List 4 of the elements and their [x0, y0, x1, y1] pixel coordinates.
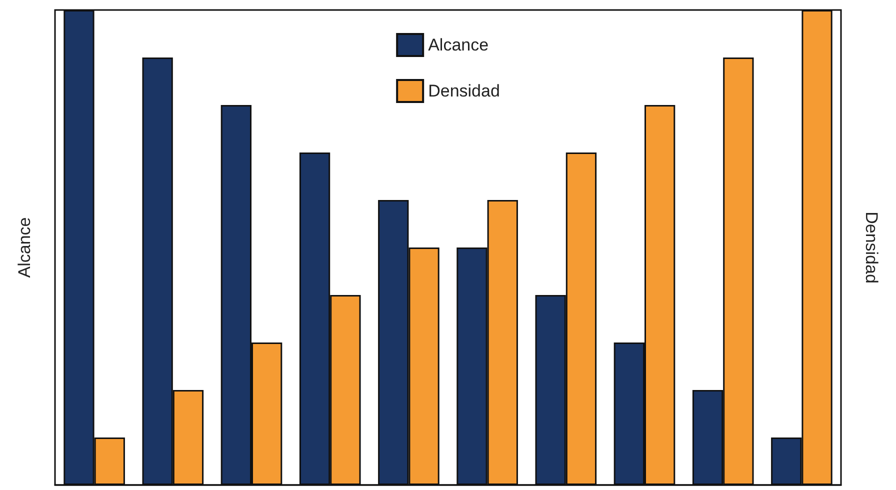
- legend-label: Alcance: [428, 36, 489, 54]
- y2-axis-title: Densidad: [862, 212, 881, 284]
- y-axis-title: Alcance: [15, 217, 34, 278]
- legend-label: Densidad: [428, 82, 500, 100]
